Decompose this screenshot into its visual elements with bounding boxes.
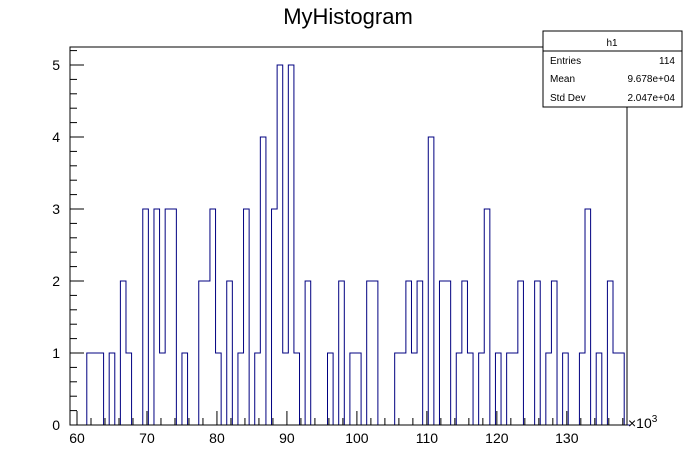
stats-box-frame [542, 30, 683, 108]
y-tick-label: 1 [52, 345, 60, 361]
histogram-bin [98, 353, 104, 425]
histogram-bars [70, 64, 630, 426]
histogram-bin [171, 209, 177, 425]
x-multiplier-base: ×10 [628, 415, 652, 431]
histogram-bin [92, 353, 98, 425]
histogram-bin [372, 281, 378, 425]
histogram-bin [328, 353, 334, 425]
histogram-bin [204, 281, 210, 425]
x-multiplier-exponent: 3 [652, 414, 658, 425]
histogram-bin [255, 353, 261, 425]
stats-box: h1 Entries 114 Mean 9.678e+04 Std Dev 2.… [542, 30, 683, 108]
histogram-bin [260, 137, 266, 425]
histogram-bin [277, 65, 283, 425]
histogram-bin [400, 353, 406, 425]
histogram-bin [619, 353, 625, 425]
x-tick-label: 70 [139, 430, 155, 446]
x-tick-label: 60 [69, 430, 85, 446]
histogram-bin [406, 281, 412, 425]
x-tick-label: 100 [345, 430, 369, 446]
histogram-bin [154, 209, 160, 425]
histogram-bin [507, 353, 513, 425]
histogram-bin [479, 353, 485, 425]
histogram-bin [272, 209, 278, 425]
histogram-bin [456, 353, 462, 425]
histogram-bin [613, 353, 619, 425]
x-tick-label: 130 [555, 430, 579, 446]
x-tick-label: 90 [279, 430, 295, 446]
histogram-bin [339, 281, 345, 425]
histogram-bin [411, 353, 417, 425]
histogram-bin [288, 65, 294, 425]
histogram-bin [160, 353, 166, 425]
histogram-bin [126, 353, 132, 425]
histogram-bin [484, 209, 490, 425]
y-tick-label: 3 [52, 201, 60, 217]
histogram-bin [395, 353, 401, 425]
histogram-bin [607, 281, 613, 425]
histogram-bin [512, 353, 518, 425]
histogram-bin [585, 209, 591, 425]
x-axis-multiplier: ×103 [628, 414, 658, 431]
stats-entries-label: Entries [550, 56, 581, 67]
y-axis-ticks: 0 1 2 3 4 5 [52, 50, 84, 433]
histogram-bin [462, 281, 468, 425]
histogram-bin [445, 281, 451, 425]
x-tick-label: 120 [485, 430, 509, 446]
histogram-bin [109, 353, 115, 425]
histogram-bin [216, 353, 222, 425]
histogram-bin [283, 353, 289, 425]
stats-box-name: h1 [606, 38, 618, 49]
histogram-bin [518, 281, 524, 425]
histogram-bin [551, 281, 557, 425]
histogram-bin [143, 209, 149, 425]
histogram-bin [305, 281, 311, 425]
histogram-outline [70, 64, 630, 426]
histogram-bin [535, 281, 541, 425]
stats-stddev-value: 2.047e+04 [627, 93, 675, 104]
histogram-bin [367, 281, 373, 425]
histogram-bin [428, 137, 434, 425]
chart-title: MyHistogram [283, 4, 413, 29]
y-tick-label: 2 [52, 273, 60, 289]
x-tick-label: 110 [416, 430, 439, 446]
plot-frame [69, 46, 628, 426]
histogram-bin [238, 353, 244, 425]
histogram-bin [199, 281, 205, 425]
histogram-bin [596, 353, 602, 425]
histogram-bin [182, 353, 188, 425]
histogram-bin [467, 353, 473, 425]
y-tick-label: 5 [52, 57, 60, 73]
y-tick-label: 4 [52, 129, 60, 145]
histogram-bin [579, 353, 585, 425]
stats-entries-value: 114 [659, 56, 675, 67]
x-axis-ticks: 60 70 80 90 100 110 120 130 [69, 411, 624, 446]
stats-stddev-label: Std Dev [550, 93, 586, 104]
histogram-bin [563, 353, 569, 425]
histogram-bin [165, 209, 171, 425]
histogram-bin [350, 353, 356, 425]
histogram-bin [120, 281, 126, 425]
histogram-bin [244, 209, 250, 425]
histogram-bin [227, 281, 233, 425]
x-tick-label: 80 [209, 430, 225, 446]
histogram-bin [294, 353, 300, 425]
histogram-bin [439, 281, 445, 425]
histogram-bin [495, 353, 501, 425]
histogram-bin [87, 353, 93, 425]
histogram-bin [355, 353, 361, 425]
stats-mean-value: 9.678e+04 [627, 74, 675, 85]
histogram-bin [417, 281, 423, 425]
histogram-bin [210, 209, 216, 425]
histogram-bin [546, 353, 552, 425]
y-tick-label: 0 [52, 417, 60, 433]
stats-mean-label: Mean [550, 74, 575, 85]
